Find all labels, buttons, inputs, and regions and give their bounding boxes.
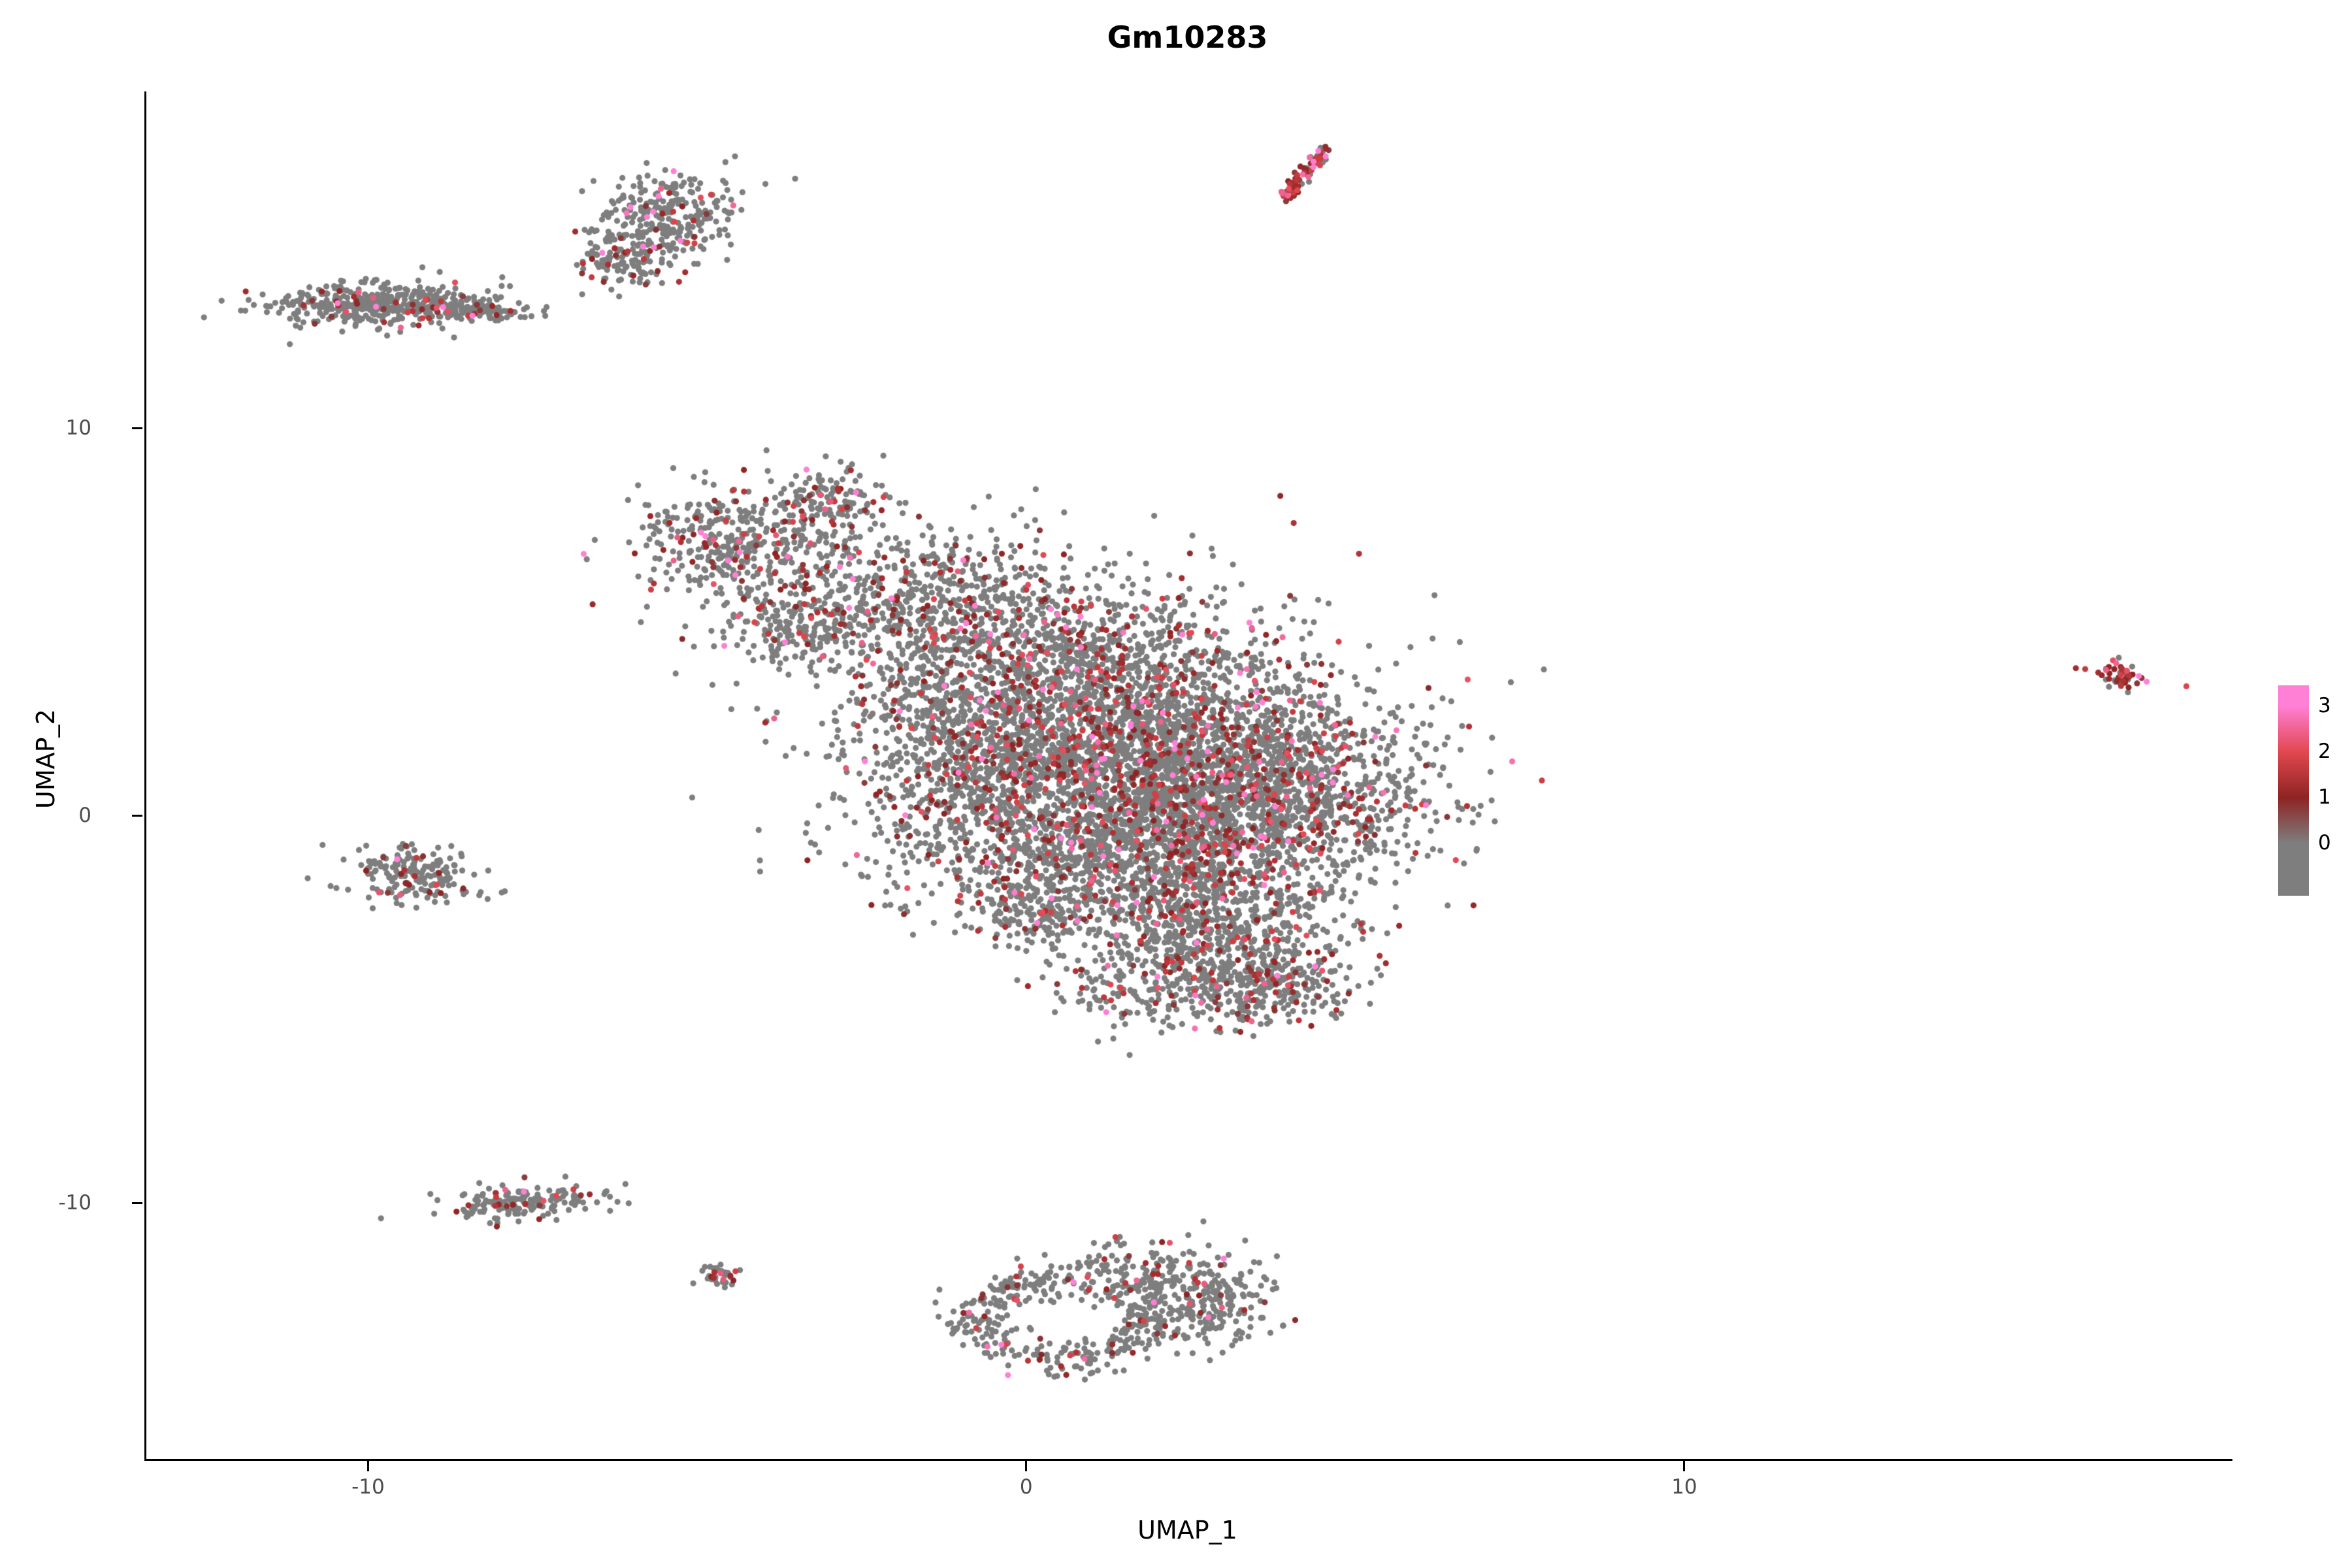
y-tick-label: 10	[65, 416, 91, 440]
y-tick-mark	[132, 815, 142, 817]
legend-tick-label: 2	[2318, 739, 2331, 763]
plot-panel	[144, 91, 2232, 1461]
x-tick-label: 10	[1671, 1475, 1697, 1499]
plot-title: Gm10283	[1107, 20, 1268, 55]
scatter-canvas	[146, 91, 2232, 1459]
y-axis-label: UMAP_2	[31, 709, 60, 809]
y-tick-label: -10	[58, 1190, 91, 1215]
expression-colorbar	[2278, 685, 2309, 896]
y-tick-mark	[132, 1202, 142, 1205]
y-tick-label: 0	[78, 803, 91, 827]
x-tick-mark	[367, 1461, 369, 1471]
x-tick-label: 0	[1019, 1475, 1033, 1499]
x-axis-label: UMAP_1	[1137, 1516, 1237, 1544]
legend-tick-label: 1	[2318, 785, 2331, 809]
x-tick-mark	[1683, 1461, 1686, 1471]
y-tick-mark	[132, 427, 142, 430]
x-tick-label: -10	[351, 1475, 385, 1499]
x-tick-mark	[1025, 1461, 1028, 1471]
legend-tick-label: 0	[2318, 830, 2331, 855]
legend-tick-label: 3	[2318, 693, 2331, 717]
